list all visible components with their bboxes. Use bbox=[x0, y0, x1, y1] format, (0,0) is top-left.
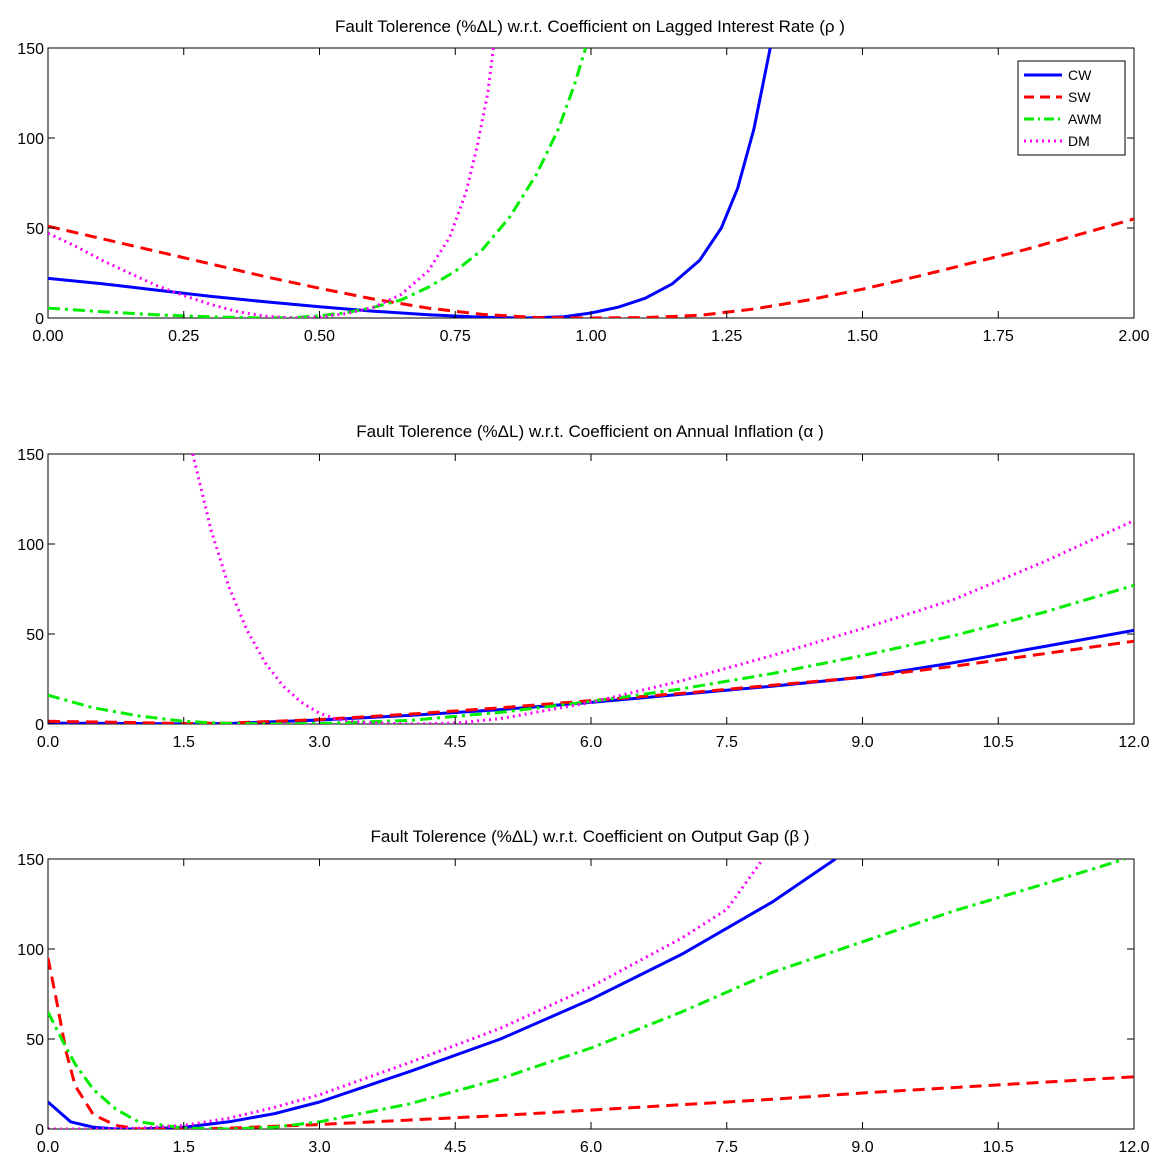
y-tick-label: 100 bbox=[17, 942, 44, 959]
x-tick-label: 6.0 bbox=[580, 1139, 602, 1156]
chart-title: Fault Tolerence (%ΔL) w.r.t. Coefficient… bbox=[356, 422, 824, 441]
plot-area bbox=[47, 858, 1135, 1130]
x-tick-label: 9.0 bbox=[851, 1139, 873, 1156]
panel-lagged-interest-rate: Fault Tolerence (%ΔL) w.r.t. Coefficient… bbox=[17, 17, 1149, 345]
series-line-dm bbox=[191, 454, 1134, 724]
legend-label-cw: CW bbox=[1068, 67, 1092, 83]
x-tick-label: 0.75 bbox=[440, 328, 471, 345]
series-layer bbox=[48, 454, 1134, 724]
x-tick-label: 1.5 bbox=[173, 1139, 195, 1156]
x-tick-label: 10.5 bbox=[983, 1139, 1014, 1156]
x-tick-label: 1.25 bbox=[711, 328, 742, 345]
chart-title: Fault Tolerence (%ΔL) w.r.t. Coefficient… bbox=[370, 827, 809, 846]
series-line-cw bbox=[48, 859, 837, 1129]
series-line-awm bbox=[48, 48, 588, 318]
series-line-sw bbox=[48, 639, 1134, 724]
legend-label-awm: AWM bbox=[1068, 111, 1102, 127]
y-tick-label: 100 bbox=[17, 537, 44, 554]
x-tick-label: 7.5 bbox=[716, 1139, 738, 1156]
y-tick-label: 0 bbox=[35, 717, 44, 734]
series-layer bbox=[48, 859, 1134, 1129]
x-tick-label: 1.5 bbox=[173, 734, 195, 751]
x-tick-label: 0.50 bbox=[304, 328, 335, 345]
y-tick-label: 50 bbox=[26, 1032, 44, 1049]
legend: CW SW AWM DM bbox=[1017, 60, 1126, 156]
series-line-awm bbox=[48, 583, 1134, 724]
x-tick-label: 9.0 bbox=[851, 734, 873, 751]
x-tick-label: 1.75 bbox=[983, 328, 1014, 345]
y-tick-label: 150 bbox=[17, 41, 44, 58]
legend-label-dm: DM bbox=[1068, 133, 1090, 149]
x-tick-label: 4.5 bbox=[444, 1139, 466, 1156]
series-line-awm bbox=[48, 859, 1126, 1129]
x-tick-label: 0.0 bbox=[37, 1139, 59, 1156]
ticks-layer: 0.00 0.25 0.50 0.75 1.00 1.25 1.50 1.75 2.00 0 50 1… bbox=[17, 41, 1149, 345]
ticks-layer: 0.0 1.5 3.0 4.5 6.0 7.5 9.0 10.5 12.0 0 50 100 150 bbox=[17, 447, 1149, 751]
x-tick-label: 0.25 bbox=[168, 328, 199, 345]
y-tick-label: 100 bbox=[17, 131, 44, 148]
x-tick-label: 3.0 bbox=[308, 1139, 330, 1156]
ticks-layer: 0.0 1.5 3.0 4.5 6.0 7.5 9.0 10.5 12.0 0 50 100 150 bbox=[17, 852, 1149, 1156]
plot-area bbox=[47, 47, 1135, 319]
x-tick-label: 3.0 bbox=[308, 734, 330, 751]
series-line-cw bbox=[48, 48, 772, 318]
y-tick-label: 0 bbox=[35, 1122, 44, 1139]
x-tick-label: 12.0 bbox=[1118, 1139, 1149, 1156]
x-tick-label: 10.5 bbox=[983, 734, 1014, 751]
legend-box bbox=[1017, 60, 1126, 156]
y-tick-label: 50 bbox=[26, 221, 44, 238]
x-tick-label: 0.00 bbox=[32, 328, 63, 345]
x-tick-label: 1.50 bbox=[847, 328, 878, 345]
legend-label-sw: SW bbox=[1068, 89, 1091, 105]
panel-output-gap: Fault Tolerence (%ΔL) w.r.t. Coefficient… bbox=[17, 827, 1149, 1156]
series-line-sw bbox=[48, 217, 1134, 318]
x-tick-label: 2.00 bbox=[1118, 328, 1149, 345]
x-tick-label: 12.0 bbox=[1118, 734, 1149, 751]
x-tick-label: 7.5 bbox=[716, 734, 738, 751]
series-layer bbox=[48, 48, 1134, 318]
x-tick-label: 4.5 bbox=[444, 734, 466, 751]
panel-annual-inflation: Fault Tolerence (%ΔL) w.r.t. Coefficient… bbox=[17, 422, 1149, 751]
plot-area bbox=[47, 453, 1135, 725]
y-tick-label: 50 bbox=[26, 627, 44, 644]
x-tick-label: 0.0 bbox=[37, 734, 59, 751]
x-tick-label: 6.0 bbox=[580, 734, 602, 751]
x-tick-label: 1.00 bbox=[575, 328, 606, 345]
y-tick-label: 0 bbox=[35, 311, 44, 328]
y-tick-label: 150 bbox=[17, 447, 44, 464]
y-tick-label: 150 bbox=[17, 852, 44, 869]
chart-title: Fault Tolerence (%ΔL) w.r.t. Coefficient… bbox=[335, 17, 845, 36]
